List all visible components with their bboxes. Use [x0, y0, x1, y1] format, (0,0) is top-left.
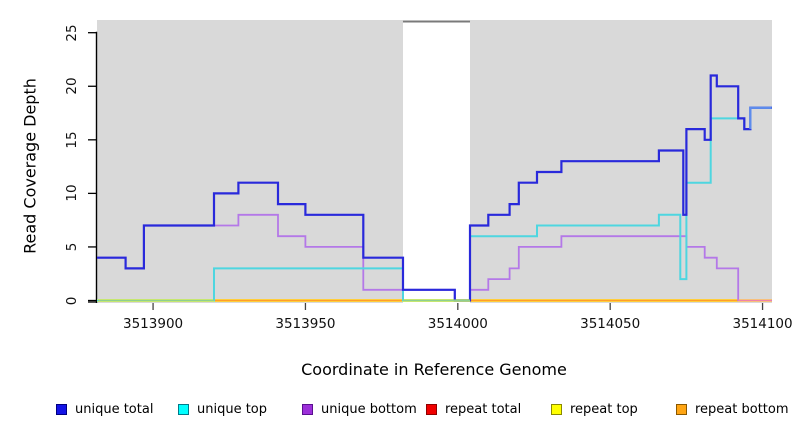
y-tick-label: 20	[64, 77, 80, 95]
x-tick-label: 3514000	[427, 316, 488, 332]
x-tick-label: 3514100	[732, 316, 792, 332]
legend-item-repeat-total: repeat total	[426, 401, 521, 417]
legend-label: unique top	[197, 401, 268, 417]
y-tick-label: 5	[64, 242, 80, 252]
legend-item-repeat-bottom: repeat bottom	[676, 401, 789, 417]
legend-label: unique bottom	[321, 401, 417, 417]
legend-swatch-icon	[178, 403, 189, 415]
x-axis-title: Coordinate in Reference Genome	[301, 360, 567, 379]
y-axis-title: Read Coverage Depth	[20, 78, 40, 254]
y-tick-label: 0	[64, 296, 80, 305]
coverage-gap-band	[402, 20, 470, 303]
y-tick-label: 25	[64, 24, 80, 42]
y-tick-label: 15	[64, 131, 80, 149]
x-tick-label: 3514050	[580, 316, 641, 332]
legend-swatch-icon	[551, 403, 562, 415]
x-tick-label: 3513950	[275, 316, 336, 332]
legend: unique total unique top unique bottom repea…	[0, 401, 792, 423]
legend-swatch-icon	[56, 403, 67, 415]
legend-item-unique-total: unique total	[56, 401, 153, 417]
legend-item-repeat-top: repeat top	[551, 401, 638, 417]
legend-swatch-icon	[426, 403, 437, 415]
legend-item-unique-bottom: unique bottom	[302, 401, 417, 417]
legend-label: repeat top	[570, 401, 638, 417]
legend-item-unique-top: unique top	[178, 401, 267, 417]
legend-swatch-icon	[302, 403, 313, 415]
y-tick-label: 10	[64, 184, 80, 202]
legend-label: repeat bottom	[695, 401, 789, 417]
legend-swatch-icon	[676, 403, 687, 415]
legend-label: unique total	[75, 401, 154, 417]
x-tick-label: 3513900	[123, 316, 184, 332]
legend-label: repeat total	[445, 401, 522, 417]
